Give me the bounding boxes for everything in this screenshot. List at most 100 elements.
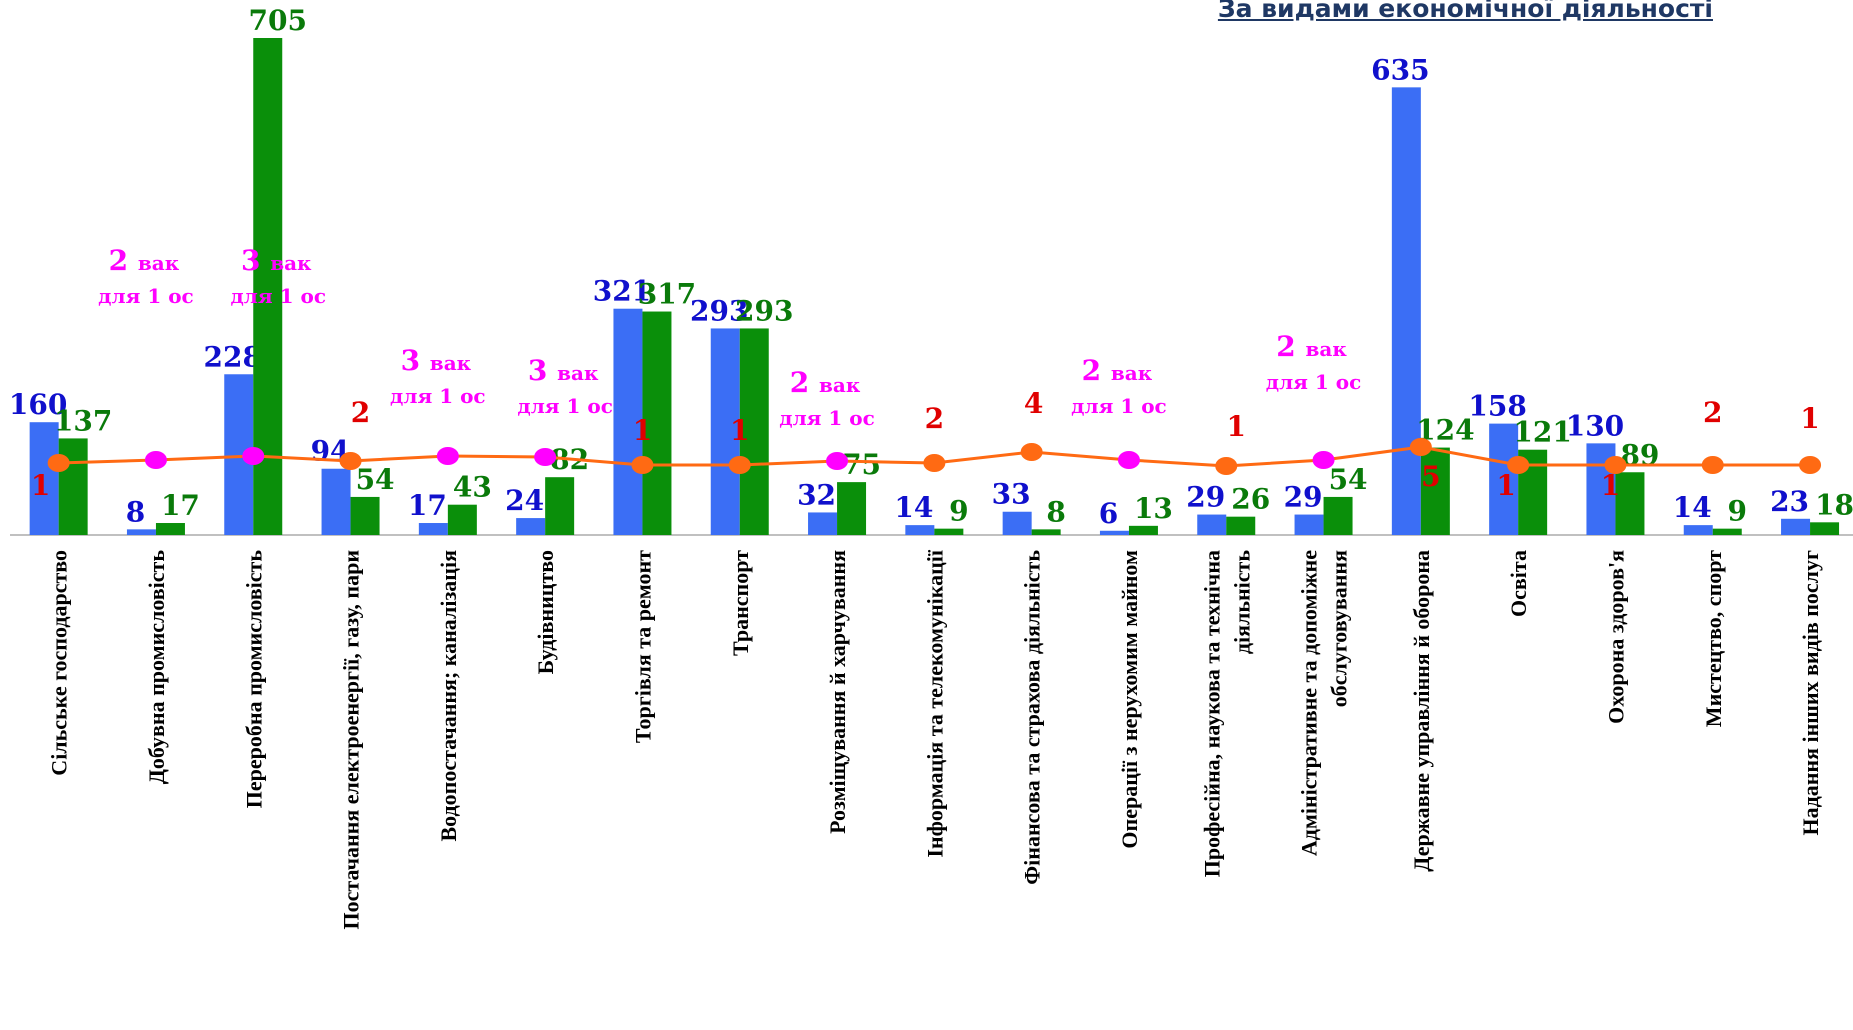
bar-value-label: 130 [1566, 409, 1624, 442]
bar-series1 [613, 308, 643, 535]
ratio-marker [631, 456, 654, 474]
bar-series1 [1781, 518, 1811, 535]
ratio-marker [1215, 457, 1238, 475]
bar-value-label: 26 [1231, 483, 1270, 516]
ratio-label: 1 [1601, 469, 1620, 502]
category-label: Охорона здоров'я [1603, 550, 1628, 724]
ratio-marker [1799, 456, 1822, 474]
bar-value-label: 54 [356, 463, 395, 496]
bar-series2 [1810, 522, 1840, 535]
bar-series2 [155, 523, 185, 535]
category-label: Державне управління й оборона [1409, 550, 1434, 872]
bar-value-label: 29 [1186, 481, 1225, 514]
category-label: Розміщування й харчування [825, 550, 850, 834]
bar-value-label: 6 [1099, 497, 1118, 530]
ratio-label-per-person: для 1 ос [390, 384, 486, 408]
bar-value-label: 705 [249, 4, 307, 37]
ratio-label: 4 [1024, 387, 1043, 420]
ratio-marker [923, 454, 946, 472]
bar-value-label: 8 [1046, 495, 1065, 528]
bar-value-label: 17 [408, 489, 447, 522]
category-label: Торгівля та ремонт [630, 550, 655, 743]
category-label: Професійна, наукова та технічна [1199, 550, 1224, 877]
bar-series1 [1002, 511, 1032, 535]
bar-series2 [58, 438, 88, 535]
ratio-marker [728, 456, 751, 474]
bar-value-label: 43 [453, 471, 492, 504]
bar-value-label: 75 [842, 448, 881, 481]
bar-series2 [837, 482, 867, 535]
bar-series1 [1294, 514, 1324, 535]
bar-series1 [1683, 525, 1713, 535]
category-label: Постачання електроенергії, газу, пари [339, 550, 364, 930]
bar-value-label: 23 [1770, 485, 1809, 518]
bar-value-label: 32 [797, 478, 836, 511]
ratio-label: 1 [31, 469, 50, 502]
category-label: Надання інших видів послуг [1798, 550, 1823, 835]
ratio-label: 1 [633, 414, 652, 447]
ratio-marker [339, 452, 362, 470]
category-label: Сільське господарство [47, 550, 72, 776]
category-label: обслуговування [1327, 550, 1352, 707]
bar-series2 [642, 311, 672, 535]
category-label: Добувна промисловість [144, 550, 169, 785]
bar-series1 [905, 525, 935, 535]
ratio-label: 1 [730, 414, 749, 447]
ratio-marker [534, 448, 557, 466]
ratio-label-per-person: для 1 ос [98, 284, 194, 308]
bar-series2 [934, 528, 964, 535]
ratio-label: 1 [1800, 402, 1819, 435]
bar-value-label: 9 [1728, 495, 1747, 528]
bar-series1 [808, 512, 838, 535]
bar-value-label: 137 [54, 404, 112, 437]
category-label: Водопостачання; каналізація [436, 550, 461, 842]
ratio-label-per-person: для 1 ос [1266, 370, 1362, 394]
category-label: Переробна промисловість [241, 550, 266, 809]
ratio-label-per-person: для 1 ос [230, 284, 326, 308]
ratio-label-vacancies: 2 вак [790, 366, 861, 399]
ratio-label-vacancies: 3 вак [241, 244, 312, 277]
ratio-marker [436, 447, 459, 465]
bar-series2 [1128, 525, 1158, 535]
bar-value-label: 158 [1468, 390, 1526, 423]
ratio-marker [1701, 456, 1724, 474]
ratio-label-vacancies: 2 вак [1276, 330, 1347, 363]
chart-title: За видами економічної діяльності [1217, 0, 1713, 23]
bar-value-label: 635 [1371, 53, 1429, 86]
category-label: Інформація та телекомунікації [922, 549, 947, 858]
ratio-marker [1409, 438, 1432, 456]
bar-series1 [516, 518, 546, 535]
ratio-marker [826, 452, 849, 470]
ratio-label: 2 [1703, 396, 1722, 429]
bar-series1 [1099, 530, 1129, 535]
category-label: Адміністративне та допоміжне [1297, 550, 1322, 856]
ratio-label: 1 [1496, 469, 1515, 502]
bar-series2 [1323, 496, 1353, 535]
bar-value-label: 293 [690, 294, 748, 327]
ratio-marker [47, 454, 70, 472]
bar-series2 [1031, 529, 1061, 535]
bar-series1 [126, 529, 156, 535]
ratio-label: 5 [1421, 460, 1440, 493]
bar-value-label: 9 [949, 495, 968, 528]
ratio-label: 1 [1227, 410, 1246, 443]
category-label: Освіта [1506, 550, 1531, 617]
bar-value-label: 8 [126, 495, 145, 528]
bar-series1 [1197, 514, 1227, 535]
bar-series1 [1391, 87, 1421, 535]
ratio-marker [1020, 443, 1043, 461]
bar-series1 [1489, 423, 1519, 535]
ratio-marker [242, 447, 265, 465]
bar-value-label: 121 [1513, 416, 1571, 449]
ratio-label-per-person: для 1 ос [1071, 394, 1167, 418]
bar-series2 [1615, 472, 1645, 535]
bar-value-label: 17 [161, 489, 200, 522]
bar-value-label: 293 [735, 294, 793, 327]
bar-series1 [418, 523, 448, 535]
bar-value-label: 14 [1673, 491, 1712, 524]
category-label: Мистецтво, спорт [1701, 550, 1726, 727]
bar-value-label: 14 [894, 491, 933, 524]
bar-value-label: 160 [9, 388, 67, 421]
ratio-label-vacancies: 3 вак [528, 354, 599, 387]
